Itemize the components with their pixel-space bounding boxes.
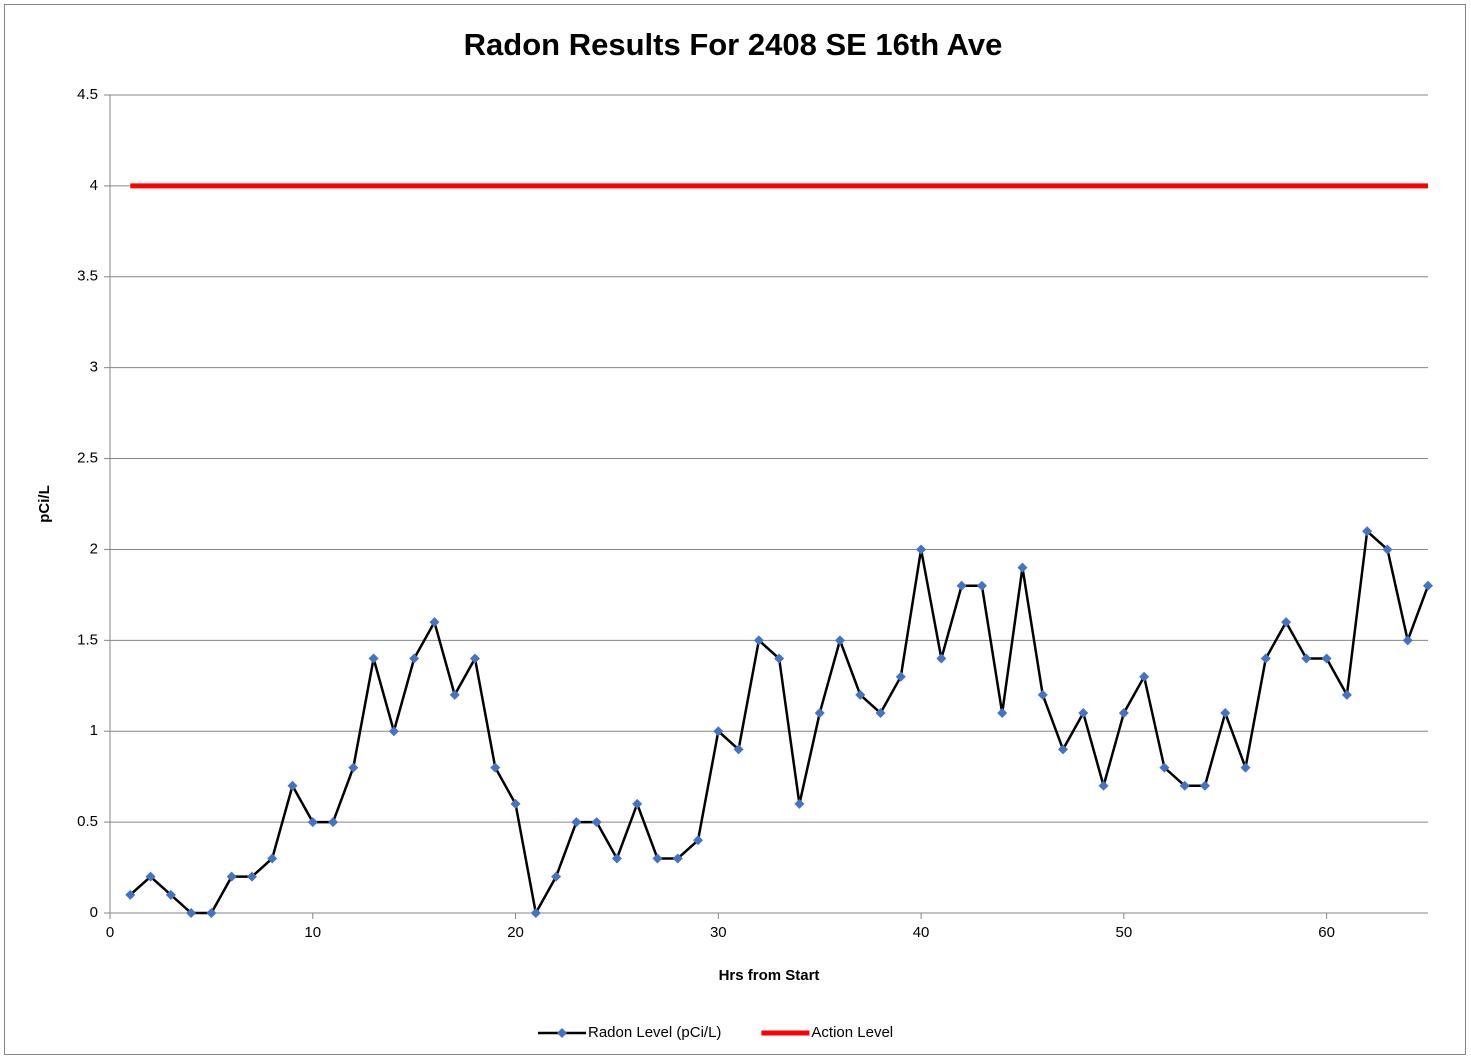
point (490, 762, 501, 773)
point (226, 871, 237, 882)
point (1240, 762, 1251, 773)
point (1301, 653, 1312, 664)
point (1179, 780, 1190, 791)
point (206, 908, 217, 918)
x-tick-label: 50 (1116, 924, 1133, 941)
point (672, 853, 683, 864)
y-axis-label: pCi/L (36, 485, 53, 523)
y-tick-label: 1.5 (77, 631, 98, 648)
point (388, 726, 399, 737)
legend-label: Radon Level (pCi/L) (588, 1024, 721, 1041)
point (1199, 780, 1210, 791)
point (976, 580, 987, 591)
point (1078, 708, 1089, 719)
point (632, 798, 643, 809)
y-tick-label: 0 (90, 904, 98, 921)
point (186, 908, 197, 918)
point (551, 871, 562, 882)
y-tick-label: 0.5 (77, 813, 98, 830)
y-tick-label: 3 (90, 359, 98, 376)
point (611, 853, 622, 864)
point (895, 671, 906, 682)
x-axis-label: Hrs from Start (719, 967, 820, 984)
point (348, 762, 359, 773)
point (855, 689, 866, 700)
y-tick-label: 4 (90, 177, 98, 194)
point (1017, 562, 1028, 573)
x-tick-label: 40 (913, 924, 930, 941)
point (165, 889, 176, 900)
point (956, 580, 967, 591)
point (1382, 544, 1393, 555)
point (429, 617, 440, 628)
x-tick-label: 20 (507, 924, 524, 941)
point (591, 817, 602, 828)
point (1321, 653, 1332, 664)
point (1058, 744, 1069, 755)
point (307, 817, 318, 828)
point (1260, 653, 1271, 664)
point (449, 689, 460, 700)
chart-border (4, 4, 1466, 1055)
y-tick-label: 4.5 (77, 86, 98, 103)
point (652, 853, 663, 864)
point (145, 871, 156, 882)
y-tick-label: 2 (90, 540, 98, 557)
point (571, 817, 582, 828)
point (997, 708, 1008, 719)
point (1423, 580, 1433, 591)
y-tick-label: 2.5 (77, 450, 98, 467)
point (409, 653, 420, 664)
point (328, 817, 339, 828)
y-tick-label: 3.5 (77, 268, 98, 285)
point (125, 889, 136, 900)
point (368, 653, 379, 664)
point (1402, 635, 1413, 646)
point (1098, 780, 1109, 791)
point (510, 798, 521, 809)
point (1118, 708, 1129, 719)
y-tick-label: 1 (90, 722, 98, 739)
point (713, 726, 724, 737)
legend-marker (557, 1028, 567, 1038)
point (1281, 617, 1292, 628)
x-tick-label: 10 (304, 924, 321, 941)
point (753, 635, 764, 646)
point (1362, 526, 1373, 537)
point (469, 653, 480, 664)
point (246, 871, 257, 882)
point (936, 653, 947, 664)
x-tick-label: 0 (106, 924, 114, 941)
point (916, 544, 927, 555)
legend-label: Action Level (811, 1024, 893, 1041)
point (1037, 689, 1048, 700)
point (814, 708, 825, 719)
point (834, 635, 845, 646)
chart-title: Radon Results For 2408 SE 16th Ave (464, 27, 1003, 62)
point (794, 798, 805, 809)
point (1220, 708, 1231, 719)
point (287, 780, 298, 791)
point (1159, 762, 1170, 773)
point (733, 744, 744, 755)
point (1139, 671, 1150, 682)
point (267, 853, 278, 864)
point (530, 908, 541, 918)
x-tick-label: 30 (710, 924, 727, 941)
point (774, 653, 785, 664)
point (693, 835, 704, 846)
point (1341, 689, 1352, 700)
point (875, 708, 886, 719)
x-tick-label: 60 (1318, 924, 1335, 941)
